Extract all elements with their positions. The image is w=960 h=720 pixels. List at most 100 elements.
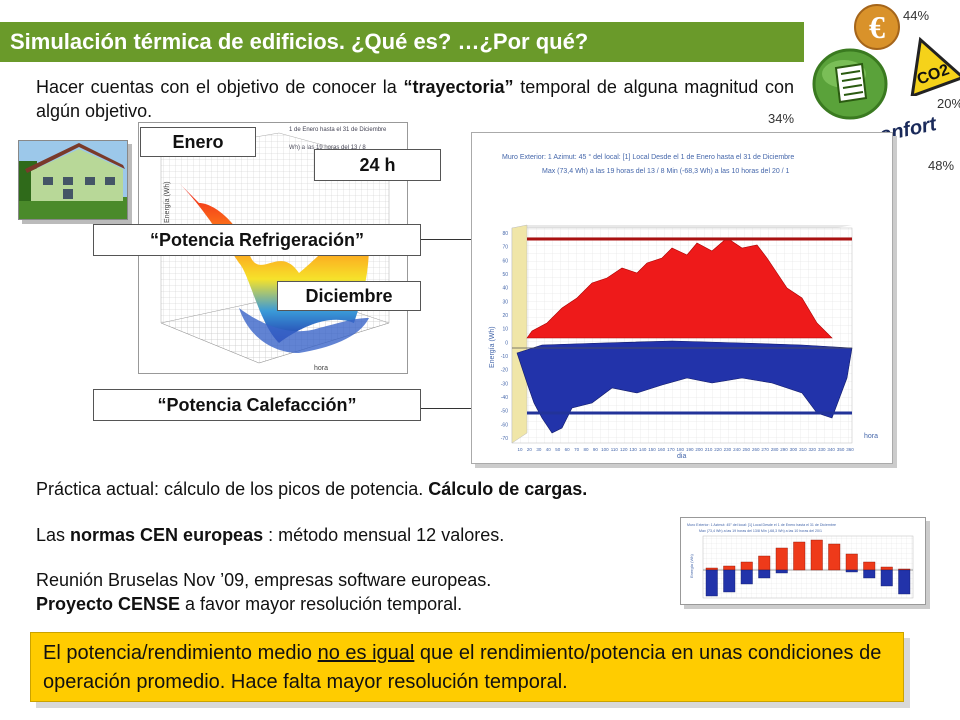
y-tick-label: 20 xyxy=(502,313,508,319)
monthly-heating-bar xyxy=(740,561,753,571)
monthly-cooling-bar xyxy=(845,569,858,573)
y-tick-label: -50 xyxy=(501,409,508,415)
y-tick-label: 50 xyxy=(502,272,508,278)
y-tick-label: 10 xyxy=(502,327,508,333)
svg-text:Energía (Wh): Energía (Wh) xyxy=(489,326,496,368)
monthly-heating-bar xyxy=(810,539,823,571)
y-tick-label: -10 xyxy=(501,354,508,360)
x-tick-label: 360 xyxy=(846,447,854,452)
y-tick-label: -40 xyxy=(501,395,508,401)
x-tick-label: 80 xyxy=(583,447,589,452)
monthly-heating-bar xyxy=(705,567,718,571)
x-tick-label: 90 xyxy=(593,447,599,452)
svg-text:Muro Exterior: 1 Azimut: 45°: Muro Exterior: 1 Azimut: 45° del local: … xyxy=(687,523,836,527)
label-potencia-calefaccion: “Potencia Calefacción” xyxy=(93,389,421,421)
label-diciembre: Diciembre xyxy=(277,281,421,311)
house-photo xyxy=(18,140,128,220)
monthly-heating-bar xyxy=(758,555,771,571)
x-tick-label: 310 xyxy=(799,447,807,452)
monthly-cooling-bar xyxy=(758,569,771,579)
pct-co2: 20% xyxy=(937,96,960,111)
icons-cluster: € 44% 34% CO2 20% confort 48% xyxy=(768,0,960,180)
monthly-chart: Muro Exterior: 1 Azimut: 45° del local: … xyxy=(680,517,926,605)
y-tick-label: -20 xyxy=(501,368,508,374)
x-tick-label: 140 xyxy=(639,447,647,452)
svg-text:dia: dia xyxy=(677,453,686,460)
svg-text:Muro Exterior: 1 Azimut: 45: Muro Exterior: 1 Azimut: 45 ° del local:… xyxy=(502,153,794,161)
x-tick-label: 110 xyxy=(611,447,619,452)
practica-actual-text: Práctica actual: cálculo de los picos de… xyxy=(36,479,588,499)
intro-part1: Hacer cuentas con el objetivo de conocer… xyxy=(36,77,404,97)
svg-text:1 de Enero hasta el 31 de Dici: 1 de Enero hasta el 31 de Diciembre xyxy=(289,127,387,133)
x-tick-label: 150 xyxy=(648,447,656,452)
svg-text:hora: hora xyxy=(314,365,328,372)
svg-text:hora: hora xyxy=(864,433,878,440)
x-tick-label: 10 xyxy=(517,447,523,452)
monthly-cooling-bar xyxy=(740,569,753,585)
x-tick-label: 120 xyxy=(620,447,628,452)
label-enero: Enero xyxy=(140,127,256,157)
x-tick-label: 270 xyxy=(761,447,769,452)
x-tick-label: 290 xyxy=(780,447,788,452)
y-tick-label: 60 xyxy=(502,258,508,264)
x-tick-label: 230 xyxy=(724,447,732,452)
x-tick-label: 210 xyxy=(705,447,713,452)
monthly-heating-bar xyxy=(845,553,858,571)
pct-document: 34% xyxy=(768,111,795,126)
label-potencia-refrigeracion: “Potencia Refrigeración” xyxy=(93,224,421,256)
y-tick-label: -60 xyxy=(501,422,508,428)
svg-text:Max (73,4 Wh) a las 19 horas d: Max (73,4 Wh) a las 19 horas del 13 / 8 … xyxy=(542,168,790,175)
document-icon xyxy=(812,48,888,120)
intro-bold: “trayectoria” xyxy=(403,77,514,97)
monthly-heating-bar xyxy=(880,566,893,571)
x-tick-label: 30 xyxy=(536,447,542,452)
x-tick-label: 220 xyxy=(714,447,722,452)
area-chart: Muro Exterior: 1 Azimut: 45 ° del local:… xyxy=(471,132,893,464)
svg-text:Max (73,4 Wh) a las 19 horas d: Max (73,4 Wh) a las 19 horas del 13/8 Mi… xyxy=(699,529,822,533)
monthly-heating-bar xyxy=(793,541,806,571)
normas-cen-text: Las normas CEN europeas : método mensual… xyxy=(36,525,505,545)
monthly-bars xyxy=(705,539,911,597)
y-tick-label: -70 xyxy=(501,436,508,442)
monthly-heating-bar xyxy=(828,543,841,571)
x-tick-label: 200 xyxy=(695,447,703,452)
y-tick-label: 30 xyxy=(502,299,508,305)
x-tick-label: 320 xyxy=(809,447,817,452)
x-tick-label: 60 xyxy=(565,447,571,452)
y-tick-label: -30 xyxy=(501,381,508,387)
monthly-cooling-bar xyxy=(723,569,736,593)
intro-part2: temporal de alguna magnitud con algún ob… xyxy=(36,77,794,121)
x-tick-label: 260 xyxy=(752,447,760,452)
x-tick-label: 40 xyxy=(546,447,552,452)
reunion-bruselas-text: Reunión Bruselas Nov ’09, empresas softw… xyxy=(36,570,492,614)
monthly-cooling-bar xyxy=(898,569,911,595)
svg-text:Energía (Wh): Energía (Wh) xyxy=(164,181,171,223)
y-tick-label: 80 xyxy=(502,231,508,237)
svg-text:€: € xyxy=(869,9,885,45)
monthly-cooling-bar xyxy=(880,569,893,587)
monthly-heating-bar xyxy=(775,547,788,571)
x-tick-label: 130 xyxy=(629,447,637,452)
x-tick-label: 50 xyxy=(555,447,561,452)
monthly-cooling-bar xyxy=(705,569,718,597)
x-tick-label: 160 xyxy=(658,447,666,452)
x-tick-label: 350 xyxy=(837,447,845,452)
x-tick-label: 20 xyxy=(527,447,533,452)
euro-icon: € xyxy=(854,4,900,50)
x-tick-label: 70 xyxy=(574,447,580,452)
x-tick-label: 180 xyxy=(677,447,685,452)
x-tick-label: 240 xyxy=(733,447,741,452)
x-tick-label: 100 xyxy=(601,447,609,452)
co2-warning-icon: CO2 xyxy=(910,36,960,96)
pct-confort: 48% xyxy=(928,158,955,173)
underlined-phrase: no es igual xyxy=(317,642,415,664)
x-tick-label: 300 xyxy=(790,447,798,452)
x-tick-label: 330 xyxy=(818,447,826,452)
monthly-cooling-bar xyxy=(775,569,788,574)
x-tick-label: 190 xyxy=(686,447,694,452)
label-24h: 24 h xyxy=(314,149,441,181)
y-tick-label: 0 xyxy=(505,340,508,346)
y-tick-label: 40 xyxy=(502,286,508,292)
conclusion-box: El potencia/rendimiento medio no es igua… xyxy=(30,632,904,702)
pct-euro: 44% xyxy=(903,8,930,23)
